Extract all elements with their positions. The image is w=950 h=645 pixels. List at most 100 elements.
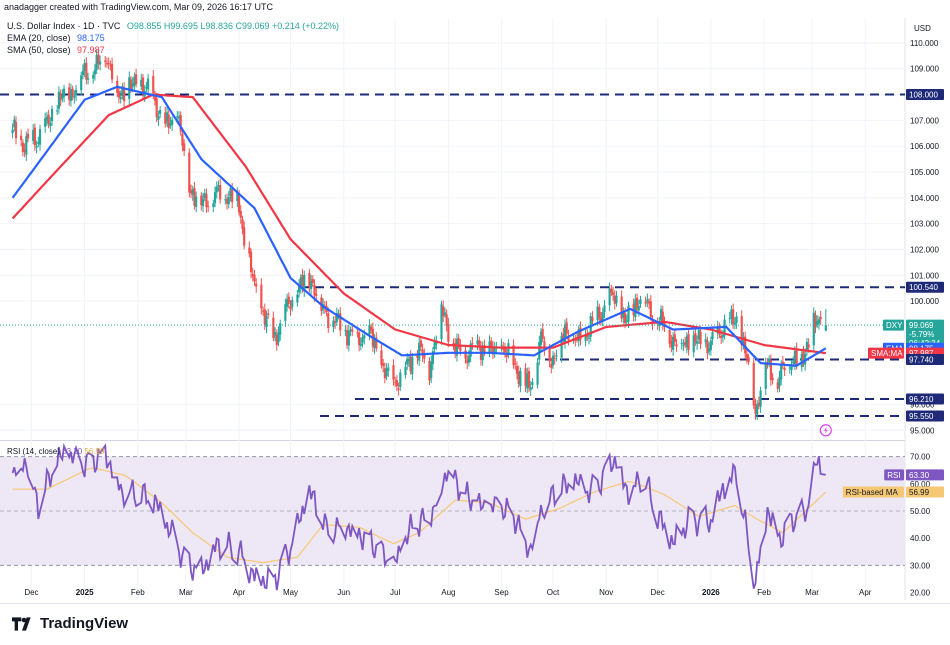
ema-legend[interactable]: EMA (20, close) 98.175	[7, 33, 109, 43]
candle-body	[404, 366, 407, 376]
candle-body	[147, 78, 150, 90]
lightning-icon[interactable]	[819, 424, 832, 437]
candle-body	[800, 354, 803, 368]
candle-body	[783, 367, 786, 371]
candle-body	[370, 326, 373, 331]
candle-body	[349, 329, 352, 332]
candle-body	[407, 359, 410, 362]
candle-body	[675, 344, 678, 347]
candle-body	[153, 95, 157, 101]
candle-body	[735, 316, 738, 323]
candle-body	[539, 331, 543, 345]
candle-body	[421, 349, 424, 356]
rsi-legend[interactable]: RSI (14, close) 63.30 56.99	[7, 447, 104, 456]
candle-body	[189, 190, 193, 194]
candle-body	[237, 194, 241, 213]
rsi-axis-label-box	[906, 486, 944, 498]
time-tick-label: 2025	[76, 588, 94, 597]
candle-body	[231, 189, 234, 203]
candle-body	[565, 322, 568, 334]
candle-body	[227, 196, 230, 205]
candle-body	[107, 63, 110, 65]
time-tick-label: Feb	[131, 588, 145, 597]
candle-body	[183, 143, 186, 151]
candle-body	[625, 320, 628, 322]
candle-body	[105, 62, 109, 65]
candle-body	[176, 116, 179, 118]
candle-body	[445, 314, 448, 326]
candle-body	[411, 356, 414, 375]
currency-label[interactable]: USD	[914, 24, 931, 33]
candle-body	[711, 332, 714, 340]
candle-body	[824, 325, 827, 331]
candle-body	[759, 390, 762, 407]
candle-body	[59, 93, 62, 101]
candle-body	[23, 149, 26, 153]
candle-body	[771, 377, 774, 381]
candle-body	[56, 110, 59, 112]
candle-body	[524, 368, 527, 386]
candle-body	[193, 187, 196, 206]
candle-body	[26, 133, 30, 139]
candle-body	[140, 79, 143, 87]
candle-body	[500, 344, 503, 346]
candle-body	[201, 198, 205, 207]
candle-body	[375, 337, 378, 349]
candle-body	[284, 304, 287, 321]
candle-body	[505, 354, 508, 357]
candle-body	[416, 354, 419, 359]
candle-body	[599, 318, 603, 322]
candle-body	[620, 296, 623, 319]
candle-body	[471, 343, 474, 345]
candle-body	[579, 327, 582, 340]
candle-body	[440, 304, 443, 340]
candle-body	[50, 108, 54, 122]
candle-body	[430, 361, 433, 379]
candle-body	[692, 335, 695, 353]
candle-body	[464, 350, 467, 359]
candle-body	[387, 367, 390, 371]
candle-body	[215, 186, 218, 193]
candle-body	[358, 332, 361, 346]
time-tick-label: Mar	[805, 588, 819, 597]
candle-body	[536, 362, 539, 385]
candle-body	[745, 354, 748, 358]
candle-body	[397, 388, 400, 390]
candle-body	[732, 309, 735, 325]
candle-body	[613, 295, 616, 304]
candle-body	[587, 337, 591, 339]
candle-body	[267, 313, 270, 316]
price-axis-label-box	[906, 281, 944, 293]
candle-body	[644, 301, 647, 304]
candle-body	[584, 334, 587, 341]
candle-body	[709, 340, 712, 351]
candle-body	[177, 117, 181, 119]
candle-body	[83, 63, 86, 71]
candle-body	[243, 227, 246, 246]
candle-body	[684, 342, 687, 345]
candle-body	[207, 206, 210, 208]
rsi-line[interactable]	[11, 443, 826, 591]
candle-body	[38, 129, 42, 145]
candle-body	[279, 323, 282, 335]
ema-legend-value: 98.175	[77, 33, 105, 43]
candle-body	[788, 367, 791, 369]
rsi-tick-label: 70.00	[910, 453, 931, 462]
candle-body	[780, 364, 783, 380]
candle-body	[670, 341, 673, 348]
candle-body	[203, 193, 206, 198]
ema-20-line[interactable]	[11, 85, 827, 367]
tradingview-logo[interactable]: TradingView	[12, 615, 128, 632]
sma-legend[interactable]: SMA (50, close) 97.987	[7, 45, 109, 55]
price-axis-label-box	[906, 410, 944, 422]
candle-body	[373, 338, 376, 349]
candle-body	[299, 277, 302, 288]
series-tag-box	[883, 319, 904, 331]
price-tick-label: 106.000	[910, 142, 939, 151]
price-axis-label-box	[906, 319, 944, 350]
candle-body	[469, 343, 472, 357]
sma-50-line[interactable]	[11, 93, 826, 355]
candle-body	[541, 329, 544, 339]
